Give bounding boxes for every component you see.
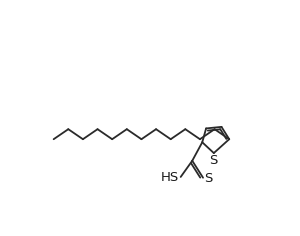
Text: S: S [205, 172, 213, 185]
Text: HS: HS [161, 171, 179, 184]
Text: S: S [210, 154, 218, 167]
